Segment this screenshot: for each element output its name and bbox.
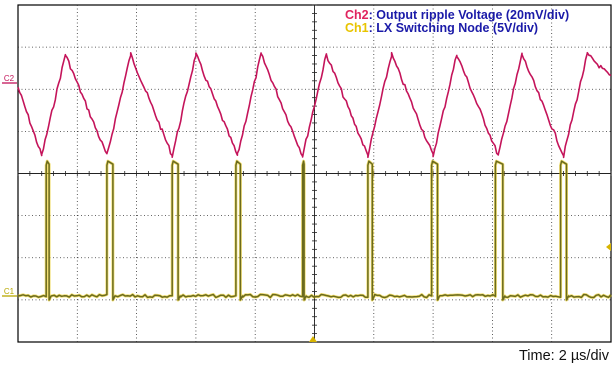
channel-marker-label: C1 — [4, 287, 15, 296]
ch2-ripple-trace — [17, 51, 612, 159]
legend-ch1-label: Ch1 — [345, 21, 369, 35]
trigger-position-marker-icon — [309, 336, 317, 342]
channel-marker-label: C2 — [4, 74, 15, 83]
legend-entry-ch1: Ch1: LX Switching Node (5V/div) — [345, 21, 538, 35]
channel-markers: C2 C1 — [2, 74, 17, 297]
legend-ch2-label: Ch2 — [345, 8, 369, 22]
timebase-label: Time: 2 µs/div — [519, 348, 610, 364]
legend-ch2-text: : Output ripple Voltage (20mV/div) — [369, 8, 569, 22]
ch1-switching-trace — [17, 160, 612, 301]
legend: Ch2: Output ripple Voltage (20mV/div) Ch… — [345, 8, 569, 35]
trigger-level-marker-icon — [606, 243, 611, 251]
legend-entry-ch2: Ch2: Output ripple Voltage (20mV/div) — [345, 8, 569, 22]
legend-ch1-text: : LX Switching Node (5V/div) — [369, 21, 538, 35]
